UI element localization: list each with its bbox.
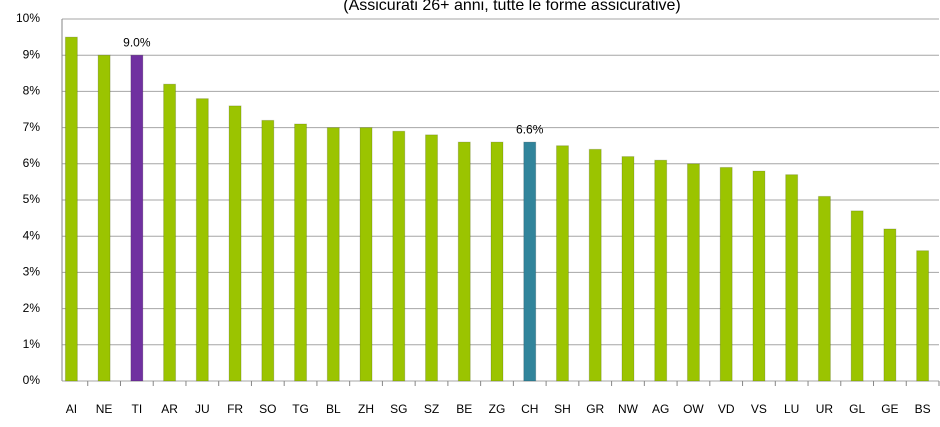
bar <box>359 127 373 382</box>
x-tick-label: BE <box>456 402 472 416</box>
x-tick-label: TG <box>292 402 309 416</box>
data-label: 9.0% <box>123 35 151 49</box>
bar <box>64 36 78 382</box>
bar <box>228 105 242 382</box>
bar <box>850 210 864 382</box>
bar <box>326 127 340 382</box>
y-tick-label: 10% <box>16 11 40 25</box>
x-tick-label: CH <box>521 402 538 416</box>
x-tick-label: VS <box>751 402 767 416</box>
x-tick-label: ZG <box>489 402 506 416</box>
bar <box>490 141 504 382</box>
bar <box>425 134 439 382</box>
x-tick-label: GR <box>586 402 604 416</box>
bar <box>752 170 766 382</box>
y-tick-label: 7% <box>23 120 41 134</box>
x-tick-label: BL <box>326 402 341 416</box>
x-tick-label: GE <box>881 402 898 416</box>
y-tick-label: 5% <box>23 192 41 206</box>
bar <box>294 123 308 382</box>
x-tick-label: OW <box>683 402 704 416</box>
x-tick-label: NE <box>96 402 113 416</box>
x-tick-label: TI <box>132 402 143 416</box>
bar <box>392 130 406 382</box>
bar <box>817 195 831 382</box>
bar <box>883 228 897 382</box>
bar <box>621 156 635 382</box>
x-tick-label: JU <box>195 402 210 416</box>
x-tick-label: ZH <box>358 402 374 416</box>
y-tick-label: 0% <box>23 373 41 387</box>
data-label: 6.6% <box>516 122 544 136</box>
bar <box>457 141 471 382</box>
x-tick-label: SZ <box>424 402 439 416</box>
bar <box>261 119 275 382</box>
x-tick-label: SH <box>554 402 571 416</box>
x-tick-label: SO <box>259 402 276 416</box>
bar <box>654 159 668 382</box>
bar <box>916 250 930 382</box>
x-tick-label: AI <box>66 402 77 416</box>
bar <box>97 54 111 382</box>
x-tick-label: AR <box>161 402 178 416</box>
x-tick-label: AG <box>652 402 669 416</box>
bar <box>130 54 144 382</box>
x-tick-label: LU <box>784 402 799 416</box>
bar <box>163 83 177 382</box>
y-tick-label: 9% <box>23 47 41 61</box>
bar <box>195 98 209 382</box>
y-tick-label: 4% <box>23 228 41 242</box>
bar <box>785 174 799 382</box>
chart-subtitle: (Assicurati 26+ anni, tutte le forme ass… <box>343 0 680 14</box>
bar <box>588 148 602 382</box>
x-tick-label: FR <box>227 402 243 416</box>
bar <box>555 145 569 382</box>
bar <box>686 163 700 382</box>
x-tick-label: NW <box>618 402 639 416</box>
y-tick-label: 3% <box>23 265 41 279</box>
y-tick-label: 1% <box>23 337 41 351</box>
x-tick-label: GL <box>849 402 865 416</box>
y-tick-label: 6% <box>23 156 41 170</box>
x-tick-label: UR <box>816 402 834 416</box>
bar <box>523 141 537 382</box>
y-tick-label: 8% <box>23 84 41 98</box>
bar <box>719 166 733 382</box>
x-tick-label: SG <box>390 402 407 416</box>
y-tick-label: 2% <box>23 301 41 315</box>
x-tick-label: VD <box>718 402 735 416</box>
x-tick-label: BS <box>915 402 931 416</box>
